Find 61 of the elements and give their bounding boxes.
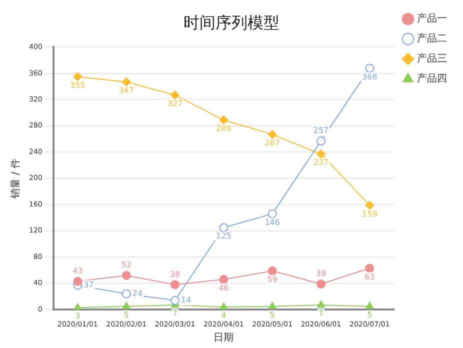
- data-label: 3: [75, 312, 80, 321]
- point: [316, 150, 326, 159]
- point: [268, 209, 277, 218]
- legend-label: 产品三: [417, 52, 447, 65]
- point: [365, 64, 374, 73]
- point: [366, 302, 374, 309]
- chart-title: 时间序列模型: [184, 12, 280, 32]
- legend-label: 产品四: [417, 72, 447, 85]
- point: [365, 264, 374, 273]
- legend-label: 产品一: [417, 12, 447, 25]
- point: [316, 280, 326, 289]
- point: [268, 302, 276, 309]
- data-label: 355: [70, 80, 86, 90]
- data-label: 146: [264, 218, 280, 227]
- data-label: 4: [221, 311, 226, 320]
- point: [268, 130, 277, 139]
- point: [122, 289, 131, 298]
- point: [73, 72, 82, 82]
- point: [220, 302, 228, 310]
- data-label: 5: [367, 310, 372, 320]
- data-label: 43: [72, 266, 83, 276]
- data-label: 59: [267, 274, 278, 284]
- y-axis-title: 销量 / 件: [10, 158, 22, 200]
- point: [170, 90, 180, 100]
- data-label: 7: [318, 309, 324, 318]
- point: [268, 266, 277, 276]
- point: [170, 296, 180, 305]
- data-label: 267: [264, 138, 280, 148]
- data-label: 5: [270, 310, 275, 320]
- point: [316, 136, 326, 146]
- point: [170, 280, 180, 290]
- point: [73, 276, 82, 286]
- data-label: 38: [170, 270, 180, 279]
- data-label: 125: [216, 232, 232, 241]
- data-label: 368: [362, 72, 378, 82]
- data-label: 63: [364, 272, 375, 282]
- data-label: 46: [218, 284, 229, 292]
- data-label: 39: [316, 269, 326, 278]
- data-label: 7: [172, 309, 178, 318]
- data-label: 37: [84, 280, 94, 290]
- point: [74, 303, 82, 310]
- data-label: 327: [167, 99, 183, 108]
- x-axis-title: 日期: [214, 332, 234, 344]
- data-label: 347: [118, 86, 134, 96]
- point: [219, 223, 228, 232]
- point: [122, 302, 130, 309]
- data-label: 14: [181, 295, 192, 304]
- point: [317, 300, 325, 308]
- data-label: 237: [313, 158, 329, 168]
- point: [219, 116, 228, 125]
- data-label: 289: [216, 124, 232, 134]
- data-label: 159: [362, 209, 378, 218]
- point: [365, 200, 374, 210]
- data-label: 5: [124, 310, 129, 320]
- data-label: 52: [121, 260, 132, 270]
- legend-label: 产品二: [417, 32, 447, 45]
- point: [122, 270, 131, 280]
- data-label: 24: [132, 288, 143, 298]
- data-label: 257: [313, 126, 329, 136]
- point: [122, 77, 131, 86]
- point: [219, 274, 228, 284]
